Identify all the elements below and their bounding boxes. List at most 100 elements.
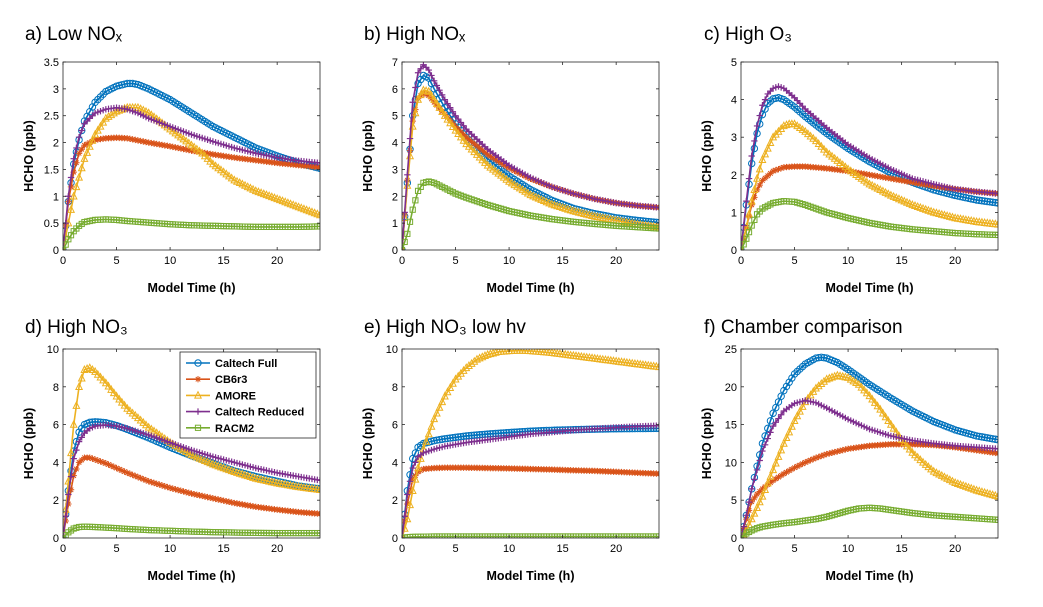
- data-point: [404, 171, 411, 178]
- data-point: [489, 349, 498, 357]
- data-point: [443, 387, 452, 396]
- data-point: [422, 436, 431, 445]
- data-point: [755, 164, 764, 173]
- x-tick-label: 10: [842, 543, 854, 555]
- series-markers-cb6r3: [741, 441, 998, 538]
- data-point: [430, 436, 438, 445]
- data-point: [817, 353, 826, 362]
- data-point: [459, 432, 468, 440]
- series-markers-cb6r3: [63, 454, 320, 538]
- data-point: [190, 490, 198, 498]
- data-point: [212, 495, 219, 503]
- data-point: [798, 401, 807, 410]
- data-point: [751, 494, 758, 502]
- data-point: [438, 106, 447, 115]
- y-tick-label: 1: [731, 207, 737, 219]
- data-point: [876, 404, 885, 413]
- data-point: [777, 445, 786, 454]
- data-point: [67, 473, 75, 480]
- data-point: [983, 197, 991, 206]
- data-point: [775, 165, 782, 173]
- data-point: [457, 432, 465, 441]
- data-point: [769, 465, 778, 474]
- data-point: [427, 90, 436, 99]
- data-point: [654, 222, 659, 231]
- panel-title: a) Low NOₓ: [25, 24, 123, 45]
- data-point: [802, 459, 809, 466]
- data-point: [403, 180, 412, 189]
- data-point: [158, 482, 166, 489]
- data-point: [745, 507, 753, 514]
- data-point: [870, 397, 879, 406]
- data-point: [65, 193, 72, 200]
- data-point: [753, 490, 761, 498]
- data-point: [441, 96, 449, 103]
- plot-frame: [62, 348, 321, 539]
- data-point: [745, 498, 753, 506]
- data-point: [766, 417, 775, 425]
- data-point: [446, 434, 454, 442]
- data-point: [655, 422, 659, 429]
- y-tick-label: 0: [731, 245, 737, 257]
- x-axis-label: Model Time (h): [826, 569, 914, 583]
- data-point: [486, 349, 495, 358]
- data-point: [782, 120, 791, 129]
- series-line-cb6r3: [741, 165, 998, 250]
- data-point: [743, 515, 750, 523]
- legend-marker: [193, 390, 203, 399]
- data-point: [807, 456, 814, 464]
- data-point: [177, 487, 184, 494]
- data-point: [446, 104, 454, 111]
- data-point: [908, 447, 917, 456]
- data-point: [994, 231, 998, 239]
- legend-label: Caltech Full: [215, 358, 277, 370]
- series-markers-cb6r3: [402, 464, 659, 538]
- data-point: [110, 463, 118, 471]
- data-point: [751, 476, 758, 483]
- data-point: [140, 475, 147, 483]
- y-tick-label: 8: [53, 382, 59, 394]
- data-point: [471, 140, 478, 147]
- data-point: [900, 438, 909, 447]
- data-point: [131, 410, 140, 419]
- data-point: [818, 452, 825, 460]
- data-point: [94, 457, 102, 464]
- data-point: [748, 152, 755, 160]
- legend-entry: AMORE: [186, 390, 256, 402]
- data-point: [204, 493, 211, 501]
- data-point: [769, 422, 777, 430]
- data-point: [172, 144, 179, 151]
- data-point: [457, 119, 465, 126]
- data-point: [153, 480, 160, 487]
- y-tick-label: 4: [392, 138, 398, 150]
- data-point: [435, 102, 444, 111]
- data-point: [70, 455, 77, 462]
- data-point: [497, 159, 505, 167]
- data-point: [174, 144, 182, 152]
- data-point: [91, 456, 99, 463]
- data-point: [476, 144, 483, 152]
- data-point: [174, 486, 182, 494]
- y-tick-label: 10: [47, 344, 59, 356]
- x-tick-label: 15: [896, 543, 908, 555]
- data-point: [404, 500, 411, 508]
- data-point: [118, 467, 126, 474]
- data-point: [810, 455, 817, 463]
- y-tick-label: 2: [392, 191, 398, 203]
- data-point: [828, 372, 837, 381]
- data-point: [75, 459, 83, 466]
- data-point: [463, 134, 470, 141]
- data-point: [472, 354, 481, 363]
- data-point: [780, 470, 788, 477]
- data-point: [440, 391, 449, 400]
- panel-title: d) High NO₃: [25, 317, 128, 338]
- data-point: [83, 147, 92, 156]
- data-point: [425, 92, 432, 99]
- data-point: [988, 435, 997, 443]
- data-point: [428, 95, 435, 103]
- data-point: [759, 485, 766, 493]
- data-point: [741, 222, 747, 229]
- data-point: [475, 152, 484, 161]
- x-tick-label: 10: [503, 255, 515, 267]
- data-point: [804, 458, 812, 465]
